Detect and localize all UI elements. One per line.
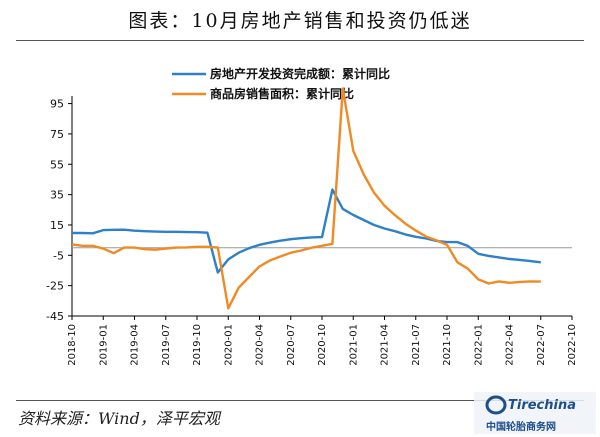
legend-label: 房地产开发投资完成额：累计同比	[210, 66, 390, 81]
tirechina-logo: Tirechina	[474, 392, 596, 434]
footer-divider	[16, 400, 584, 401]
y-tick-label: -45	[46, 310, 64, 323]
title-divider	[16, 40, 584, 41]
x-tick-label: 2021-07	[411, 324, 422, 366]
y-tick-label: -25	[46, 280, 64, 293]
y-tick-label: -5	[53, 249, 64, 262]
x-tick-label: 2022-04	[505, 324, 516, 366]
x-tick-label: 2021-01	[348, 324, 359, 366]
x-tick-label: 2020-10	[317, 324, 328, 366]
sales-series-line	[71, 87, 541, 310]
x-tick-label: 2021-04	[380, 324, 391, 366]
x-tick-label: 2018-10	[67, 324, 78, 366]
investment-series-line	[72, 188, 541, 274]
watermark-text: 中国轮胎商务网	[486, 422, 556, 433]
x-tick-label: 2021-10	[442, 324, 453, 366]
x-tick-label: 2019-10	[192, 324, 203, 366]
chart-title: 图表：10月房地产销售和投资仍低迷	[128, 10, 472, 32]
x-tick-label: 2020-04	[255, 324, 266, 366]
x-tick-label: 2019-04	[130, 324, 141, 366]
series-layer	[71, 87, 541, 310]
x-tick-label: 2022-01	[473, 324, 484, 366]
x-tick-label: 2022-10	[567, 324, 578, 366]
source-note: 资料来源：Wind，泽平宏观	[18, 409, 220, 428]
y-tick-label: 35	[50, 189, 64, 202]
x-tick-label: 2019-07	[161, 324, 172, 366]
y-tick-label: 55	[50, 158, 64, 171]
x-tick-label: 2022-07	[536, 324, 547, 366]
watermark-brand: Tirechina	[508, 398, 576, 413]
x-axis: 2018-10 2019-01 2019-04 2019-07 2019-10 2020-…	[67, 315, 578, 366]
y-axis: 95 75 55 35 15 -5 -25 -45	[46, 96, 73, 323]
x-tick-label: 2020-07	[286, 324, 297, 366]
x-tick-label: 2019-01	[98, 324, 109, 366]
y-tick-label: 75	[50, 128, 64, 141]
y-tick-label: 15	[50, 219, 64, 232]
legend-label: 商品房销售面积：累计同比	[210, 86, 354, 101]
y-tick-label: 95	[50, 98, 64, 111]
x-tick-label: 2020-01	[223, 324, 234, 366]
